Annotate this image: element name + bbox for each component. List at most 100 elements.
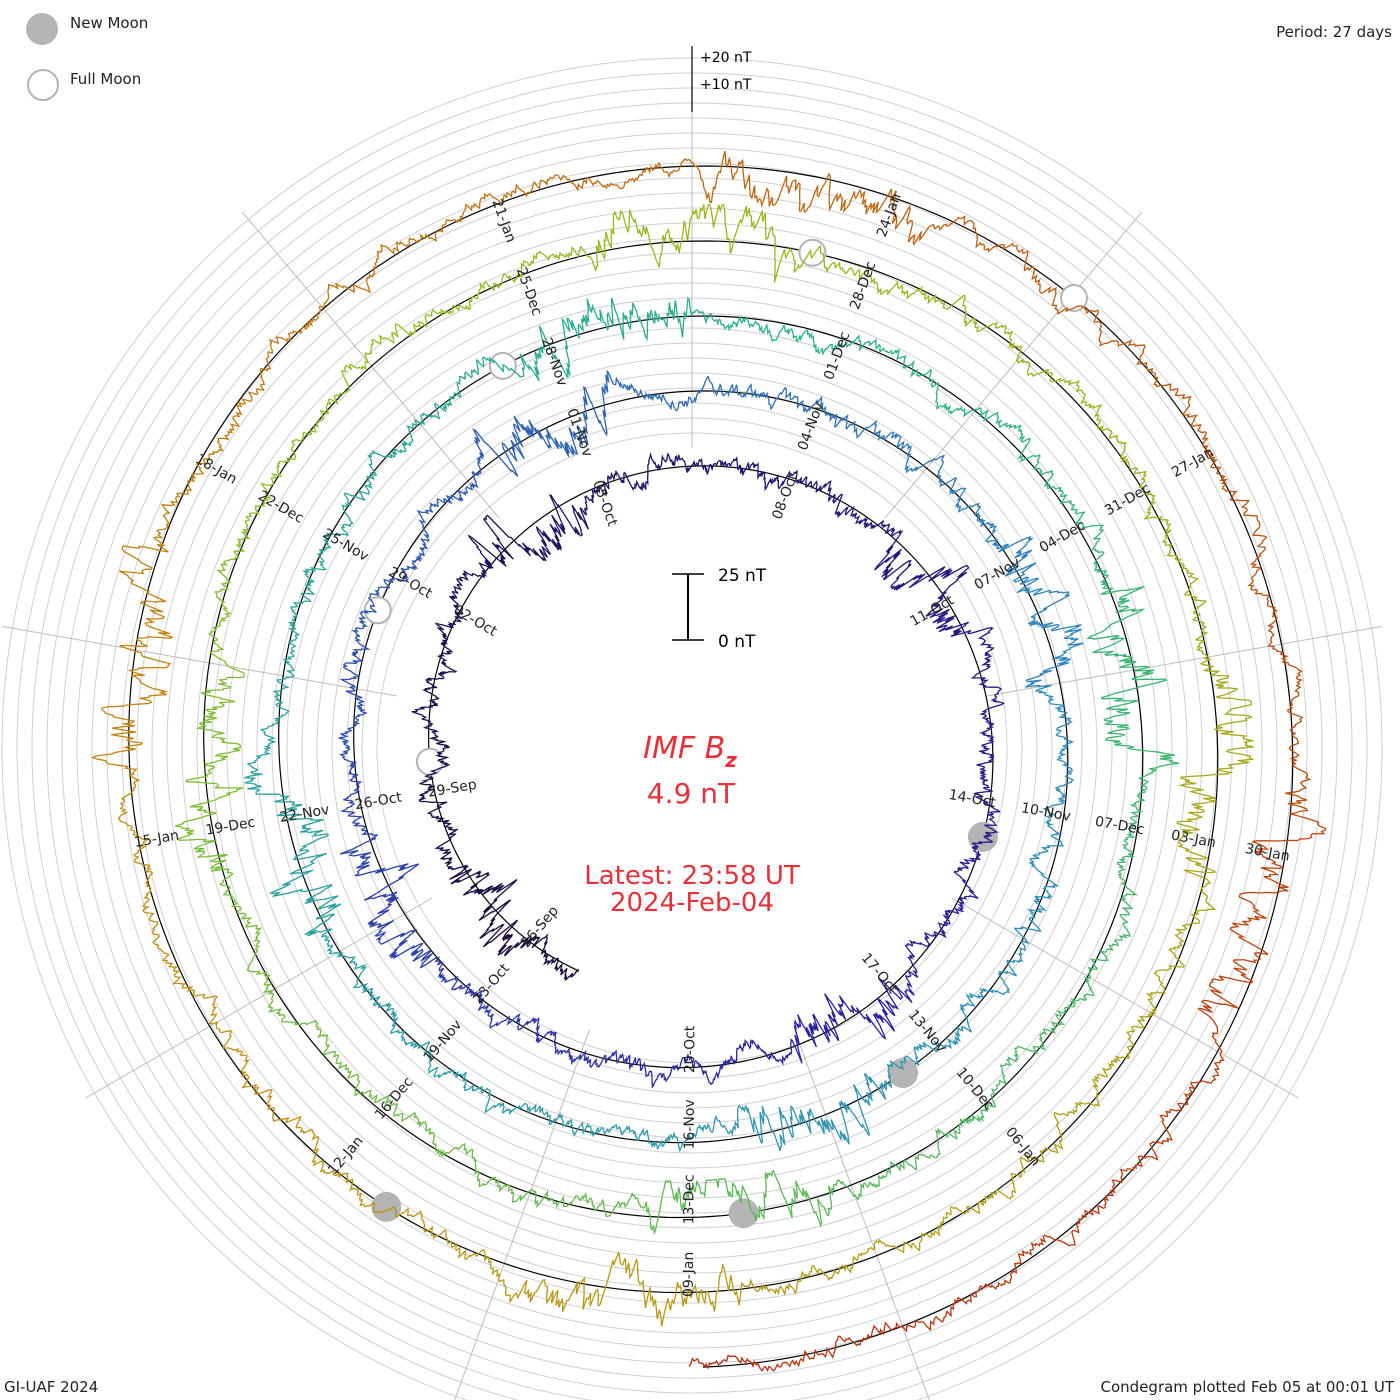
date-label: 25-Dec — [513, 265, 545, 317]
bz-series-segment — [904, 878, 979, 973]
bz-series-segment — [1108, 434, 1200, 595]
bz-series-segment — [418, 771, 460, 861]
radial-spoke — [85, 897, 433, 1099]
bz-series-segment — [824, 969, 919, 1042]
bz-series-segment — [766, 323, 907, 369]
date-label: 07-Dec — [1094, 814, 1146, 839]
bz-series-segment — [622, 1053, 729, 1089]
bz-series-segment — [965, 1090, 1101, 1214]
date-label: 13-Nov — [905, 1007, 949, 1056]
bz-series-segment — [925, 589, 995, 683]
center-value: 4.9 nT — [647, 777, 736, 810]
bz-series-segment — [338, 635, 371, 753]
bz-series-segment — [957, 1176, 1123, 1305]
bz-series-segment — [953, 781, 1001, 880]
date-label: 16-Nov — [682, 1099, 698, 1149]
bz-series-segment — [1086, 579, 1167, 726]
bz-series-segment — [506, 157, 699, 198]
bz-series-segment — [688, 1354, 765, 1372]
bz-series-segment — [177, 982, 303, 1128]
bz-series-segment — [1016, 576, 1084, 700]
bz-series-segment — [302, 452, 378, 584]
new-moon-marker — [888, 1057, 919, 1088]
bz-series-segment — [823, 256, 979, 329]
bz-series-segment — [976, 321, 1113, 439]
center-title-subscript: z — [724, 748, 737, 772]
date-label: 21-Jan — [488, 197, 518, 245]
full-moon-marker — [363, 596, 392, 625]
bz-series-segment — [944, 477, 1037, 583]
bz-series-segment — [1184, 593, 1255, 766]
period-label: Period: 27 days — [1276, 23, 1392, 41]
bz-series-segment — [535, 485, 607, 559]
bz-series-segment — [339, 751, 379, 869]
bz-series-segment — [425, 592, 464, 685]
full-moon-legend-label: Full Moon — [70, 70, 142, 88]
full-moon-marker — [1060, 284, 1089, 313]
bz-series-segment — [870, 520, 970, 591]
bz-series-segment — [622, 296, 768, 342]
bz-series-segment — [451, 514, 547, 594]
bz-series-segment — [906, 359, 1031, 460]
bz-series-segment — [889, 190, 1057, 302]
bz-series-segment — [90, 617, 174, 802]
date-label: 03-Jan — [1170, 827, 1217, 851]
latest-date: 2024-Feb-04 — [610, 888, 774, 918]
date-label: 10-Dec — [953, 1065, 997, 1114]
bz-series-segment — [119, 440, 224, 619]
date-label: 24-Jan — [874, 191, 905, 239]
bz-series-segment — [517, 1017, 624, 1069]
bz-series-segment — [207, 512, 254, 678]
bz-series-segment — [1020, 454, 1110, 581]
date-label: 22-Dec — [255, 488, 306, 527]
bz-series-segment — [799, 1206, 967, 1283]
scale-bar-top-label: 25 nT — [718, 566, 767, 586]
bz-series-segment — [1051, 301, 1202, 433]
radial-spoke — [884, 211, 1143, 519]
bz-series-segment — [789, 469, 873, 529]
bz-series-segment — [352, 972, 454, 1079]
bz-series-segment — [603, 452, 696, 492]
radial-spoke — [454, 1029, 590, 1400]
bz-series-segment — [655, 203, 825, 283]
bz-series-segment — [1092, 933, 1186, 1091]
date-label: 29-Oct — [386, 564, 435, 602]
center-title-main: IMF B — [643, 731, 725, 766]
bz-series-segment — [217, 283, 334, 442]
date-label: 10-Nov — [1020, 800, 1072, 825]
date-label: 15-Jan — [133, 828, 180, 851]
bz-series-segment — [1208, 818, 1327, 1009]
bz-series-segment — [174, 676, 245, 841]
radial-spoke — [794, 1029, 930, 1400]
date-label: 11-Oct — [908, 592, 958, 630]
new-moon-marker — [371, 1191, 402, 1222]
bz-series-segment — [179, 838, 273, 989]
bz-series-segment — [117, 801, 182, 985]
bz-series-segment — [419, 956, 521, 1029]
bz-series-segment — [333, 192, 508, 294]
latest-time: Latest: 23:58 UT — [584, 861, 800, 891]
bz-series-segment — [725, 383, 843, 428]
date-label: 13-Dec — [681, 1174, 697, 1224]
bz-series-segment — [253, 370, 351, 516]
bz-series-segment — [944, 943, 1026, 1049]
radial-spoke — [241, 211, 500, 519]
full-moon-legend-icon — [27, 69, 59, 101]
date-label: 09-Jan — [681, 1252, 697, 1297]
scale-top-label: +20 nT — [700, 50, 752, 66]
bz-series-segment — [416, 427, 512, 542]
radial-spoke — [987, 625, 1382, 697]
date-label: 20-Oct — [682, 1025, 698, 1073]
date-label: 06-Jan — [1002, 1124, 1043, 1169]
bz-series-segment — [1119, 999, 1225, 1178]
bz-series-segment — [268, 850, 368, 974]
bz-series-segment — [489, 919, 579, 982]
radial-spoke — [2, 625, 397, 697]
date-label: 29-Sep — [427, 777, 478, 801]
bz-series-segment — [1041, 698, 1075, 821]
bz-series-segment — [295, 1126, 447, 1240]
bz-series-segment — [959, 1009, 1066, 1127]
date-label: 05-Oct — [589, 478, 620, 529]
new-moon-legend-label: New Moon — [70, 14, 149, 32]
